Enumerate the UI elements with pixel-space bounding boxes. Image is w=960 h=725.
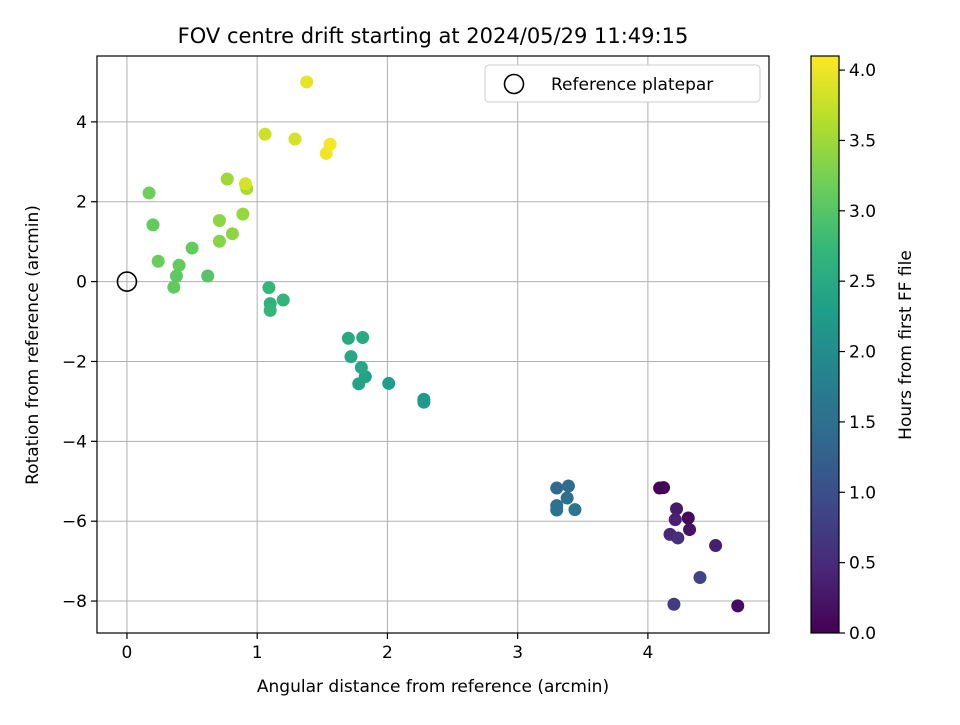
x-tick-label: 1 [252,643,263,663]
y-tick-label: −2 [62,352,87,372]
colorbar-tick-label: 3.5 [849,131,876,151]
data-point [382,376,396,390]
data-point [671,531,685,545]
data-point [670,502,684,516]
colorbar-tick-label: 2.0 [849,343,876,363]
data-point [288,132,302,146]
data-point [323,137,337,151]
y-tick-label: −8 [62,592,87,612]
x-tick-label: 2 [382,643,393,663]
y-tick-label: −4 [62,432,87,452]
data-point [276,293,290,307]
data-point [709,539,723,553]
x-axis-label: Angular distance from reference (arcmin) [257,677,609,697]
y-tick-label: 0 [76,273,87,293]
data-point [344,350,358,364]
colorbar-ticks: 0.0 0.5 1.0 1.5 2.0 2.5 3.0 3.5 4.0 [839,61,876,644]
data-point [667,597,681,611]
legend-label-reference-platepar: Reference platepar [551,75,713,95]
y-tick-label: 4 [76,113,87,133]
data-point [657,481,671,495]
legend-box [484,64,761,103]
data-point [731,599,745,613]
grid [97,56,769,633]
colorbar-tick-label: 0.5 [849,554,876,574]
data-point [258,127,272,141]
data-point [220,172,234,186]
legend: Reference platepar [484,64,761,103]
data-point [225,227,239,241]
colorbar-tick-label: 2.5 [849,272,876,292]
x-tick-label: 4 [642,643,653,663]
data-point [236,207,250,221]
data-point [201,269,215,283]
colorbar-tick-label: 0.0 [849,624,876,644]
reference-platepar-point [116,271,138,292]
data-point [354,360,368,374]
data-point [683,523,697,537]
data-point [146,218,160,232]
x-axis-ticks: 0 1 2 3 4 [122,633,653,663]
data-point [142,186,156,200]
y-axis-ticks: −8 −6 −4 −2 0 2 4 [62,113,97,612]
data-point [262,281,276,295]
data-point [212,234,226,248]
colorbar-tick-label: 3.0 [849,202,876,222]
y-tick-label: 2 [76,193,87,213]
colorbar-tick-label: 4.0 [849,61,876,81]
legend-marker [503,73,525,95]
data-point [167,280,181,294]
data-point [238,177,252,191]
data-point [352,377,366,391]
y-axis-label: Rotation from reference (arcmin) [23,205,43,485]
data-point [550,481,564,495]
data-point [668,513,682,527]
data-point [560,491,574,505]
data-point [300,75,314,89]
data-point [172,258,186,272]
data-point [341,331,355,345]
chart-title: FOV centre drift starting at 2024/05/29 … [178,24,689,48]
data-point [185,241,199,255]
colorbar: 0.0 0.5 1.0 1.5 2.0 2.5 3.0 3.5 4.0 Hours from f… [810,55,916,644]
data-point [263,303,277,317]
plot-frame [96,55,770,634]
scatter-points [142,75,745,613]
data-point [561,479,575,493]
data-point [417,395,431,409]
data-point [693,570,707,584]
data-point [151,254,165,268]
colorbar-gradient [810,55,840,634]
data-point [681,511,695,525]
x-tick-label: 0 [122,643,133,663]
data-point [568,503,582,517]
colorbar-tick-label: 1.0 [849,483,876,503]
colorbar-tick-label: 1.5 [849,413,876,433]
data-point [550,503,564,517]
data-point [169,269,183,283]
data-point [212,214,226,228]
x-tick-label: 3 [512,643,523,663]
y-tick-label: −6 [62,512,87,532]
colorbar-label: Hours from first FF file [896,250,916,440]
data-point [356,331,370,345]
